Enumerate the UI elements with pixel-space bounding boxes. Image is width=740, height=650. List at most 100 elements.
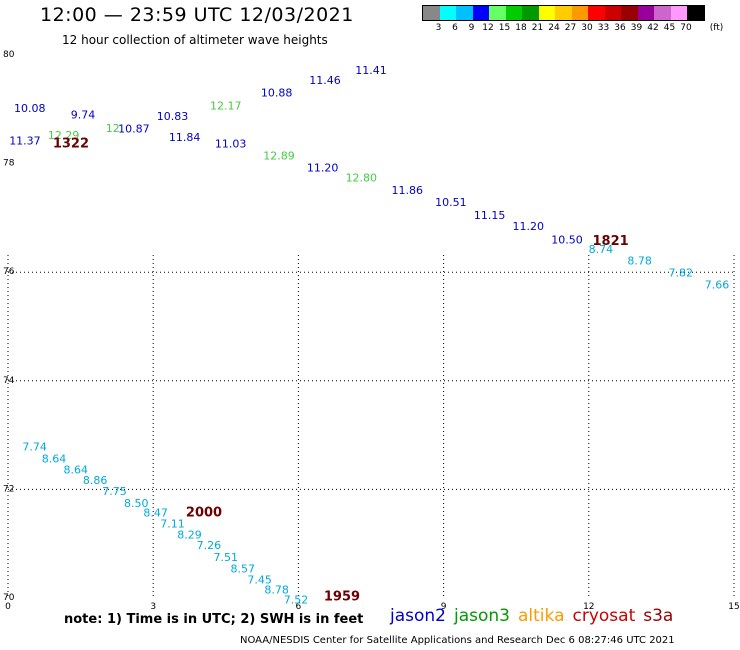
wave-height-point: 7.51 <box>214 551 239 564</box>
wave-height-point: 10.87 <box>118 123 150 136</box>
wave-height-point: 7.75 <box>102 485 127 498</box>
credit-line: NOAA/NESDIS Center for Satellite Applica… <box>240 635 675 646</box>
scale-tick-label: 39 <box>630 23 643 33</box>
x-tick-label: 9 <box>441 602 447 612</box>
wave-height-point: 12.89 <box>263 149 295 162</box>
wave-height-point: 7.66 <box>705 278 730 291</box>
scale-tick-label: 18 <box>515 23 527 33</box>
scale-unit-label: (ft) <box>709 23 724 33</box>
legend-item-jason3: jason3 <box>454 606 510 626</box>
scale-swatch <box>423 6 440 20</box>
scale-tick-label: 70 <box>680 23 692 33</box>
map-title: 12:00 — 23:59 UTC 12/03/2021 <box>40 4 354 26</box>
x-tick-label: 6 <box>296 602 302 612</box>
wave-height-point: 12.29 <box>48 129 80 142</box>
wave-height-point: 11.37 <box>9 135 41 148</box>
wave-height-point: 12.17 <box>210 99 242 112</box>
color-scale: 3 6 9 12 15 18 21 24 27 30 33 36 39 42 45 70 (ft) <box>422 5 724 35</box>
scale-tick-label: 42 <box>647 23 659 33</box>
scale-swatch <box>637 6 654 20</box>
scale-tick-label: 45 <box>663 23 676 33</box>
wave-height-point: 10.50 <box>551 233 583 246</box>
scale-tick-label: 33 <box>597 23 610 33</box>
legend-item-altika: altika <box>518 606 565 626</box>
scale-swatch <box>472 6 489 20</box>
scale-swatch <box>439 6 456 20</box>
wave-height-point: 11.20 <box>307 162 339 175</box>
wave-height-point: 8.47 <box>143 507 168 520</box>
wave-height-point: 8.50 <box>124 497 149 510</box>
scale-tick-label: 12 <box>482 23 494 33</box>
wave-height-point: 8.78 <box>264 584 289 597</box>
wave-height-point: 8.78 <box>627 255 652 268</box>
wave-height-point: 10.08 <box>14 102 46 115</box>
wave-height-point: 11.03 <box>215 137 247 150</box>
wave-height-point: 8.86 <box>83 474 108 487</box>
wave-height-points: 11.37 10.08 12.29 9.74 12.10.87 10.83 11.84 12.… <box>9 64 729 606</box>
scale-swatch <box>522 6 539 20</box>
x-tick-label: 3 <box>150 602 156 612</box>
map-subtitle: 12 hour collection of altimeter wave hei… <box>62 33 328 47</box>
scale-tick-label: 27 <box>564 23 577 33</box>
wave-height-point: 7.45 <box>247 573 272 586</box>
pass-time-label: 1322 <box>53 136 89 151</box>
pass-time-label: 2000 <box>186 506 222 521</box>
wave-height-point: 8.29 <box>177 528 202 541</box>
wave-height-point: 8.74 <box>589 243 614 256</box>
scale-swatch <box>621 6 638 20</box>
scale-swatch <box>456 6 473 20</box>
wave-height-point: 7.74 <box>22 440 47 453</box>
y-tick-label: 70 <box>3 593 15 603</box>
scale-tick-label: 15 <box>498 23 511 33</box>
scale-tick-label: 24 <box>548 23 560 33</box>
scale-tick-label: 30 <box>581 23 593 33</box>
color-scale-ticks: 3 6 9 12 15 18 21 24 27 30 33 36 39 42 45 70 (ft) <box>422 21 724 35</box>
wave-height-point: 10.88 <box>261 86 293 99</box>
scale-swatch <box>687 6 704 20</box>
scale-swatch <box>604 6 621 20</box>
wave-height-point: 10.83 <box>157 110 189 123</box>
scale-tick-label: 21 <box>531 23 544 33</box>
pass-time-labels: 1322 1821 2000 1959 <box>53 136 629 604</box>
y-tick-label: 80 <box>3 50 15 60</box>
scale-swatch <box>654 6 671 20</box>
wave-height-point: 11.41 <box>355 64 387 77</box>
footer-note: note: 1) Time is in UTC; 2) SWH is in fe… <box>64 612 364 627</box>
wave-height-point: 11.84 <box>169 131 201 144</box>
wave-height-point: 11.15 <box>474 209 506 222</box>
axis-labels: 0 3 6 9 12 15 70 72 74 76 78 80 <box>3 50 740 612</box>
scale-swatch <box>571 6 588 20</box>
color-scale-swatches <box>422 5 705 21</box>
scale-tick-label: 36 <box>614 23 626 33</box>
wave-height-point: 7.11 <box>160 517 185 530</box>
y-tick-label: 76 <box>3 267 15 277</box>
wave-height-point: 8.57 <box>230 562 255 575</box>
lat-lon-grid <box>7 255 735 598</box>
wave-height-point: 12. <box>106 122 124 135</box>
scale-tick-label: 9 <box>468 23 475 33</box>
x-tick-label: 0 <box>5 602 11 612</box>
scale-tick-label: 3 <box>435 23 442 33</box>
y-tick-label: 72 <box>3 484 14 494</box>
x-tick-label: 12 <box>583 602 594 612</box>
wave-height-point: 8.64 <box>64 464 89 477</box>
scale-tick-label: 6 <box>452 23 458 33</box>
scale-swatch <box>555 6 572 20</box>
scale-swatch <box>670 6 687 20</box>
wave-height-point: 12.80 <box>346 172 378 185</box>
legend-item-s3a: s3a <box>643 606 674 626</box>
wave-height-point: 11.46 <box>309 74 341 87</box>
legend-item-cryosat: cryosat <box>572 606 636 626</box>
wave-height-point: 7.26 <box>197 539 222 552</box>
legend-item-jason2: jason2 <box>390 606 446 626</box>
scale-swatch <box>505 6 522 20</box>
scale-swatch <box>538 6 555 20</box>
satellite-legend: jason2 jason3 altika cryosat s3a <box>390 606 681 626</box>
wave-height-point: 9.74 <box>71 109 96 122</box>
pass-time-label: 1821 <box>592 234 628 249</box>
pass-time-label: 1959 <box>324 590 360 605</box>
scale-swatch <box>489 6 506 20</box>
wave-height-point: 10.51 <box>435 196 467 209</box>
x-tick-label: 15 <box>728 602 739 612</box>
